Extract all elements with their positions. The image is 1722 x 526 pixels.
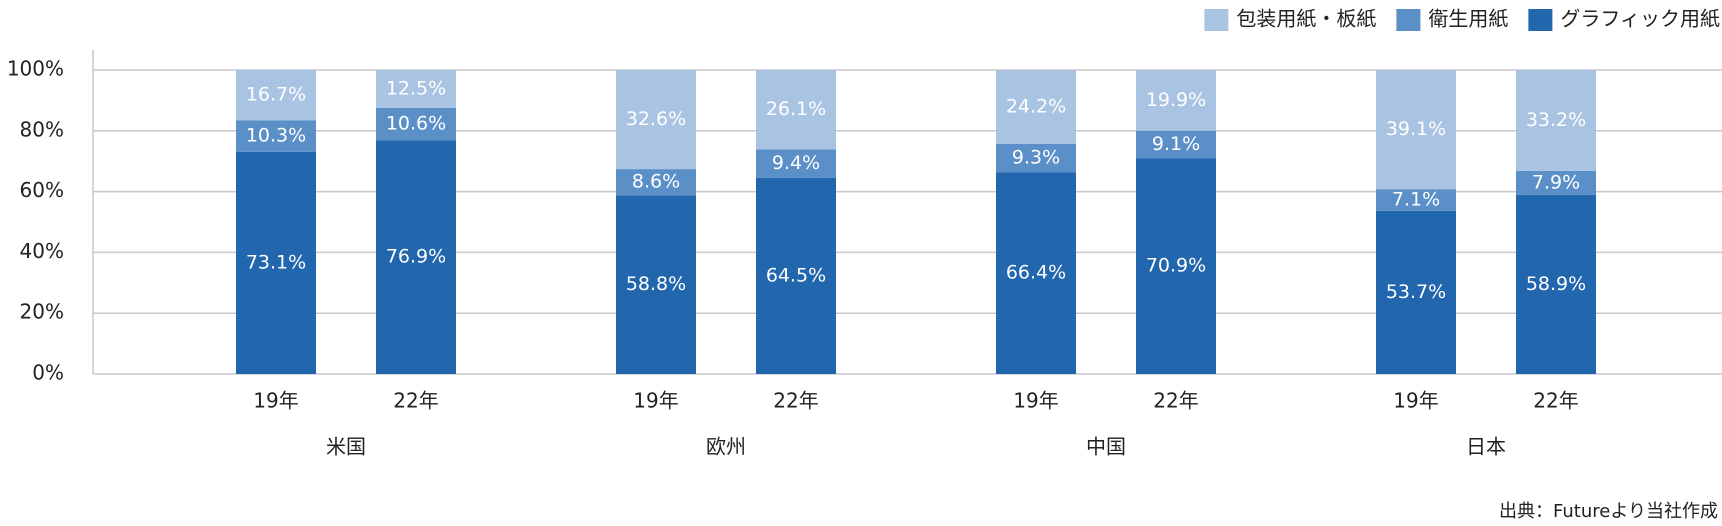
bar-segment xyxy=(1136,158,1216,374)
bar-segment xyxy=(1376,210,1456,374)
bar-segment xyxy=(236,69,316,121)
x-tick-label: 22年 xyxy=(1153,389,1198,413)
legend-label: 包装用紙・板紙 xyxy=(1236,7,1376,31)
bar-segment xyxy=(1136,70,1216,131)
x-tick-label: 22年 xyxy=(393,389,438,413)
bar-segment xyxy=(376,140,456,374)
x-tick-label: 19年 xyxy=(253,389,298,413)
bar-segment xyxy=(756,177,836,374)
bar-segment xyxy=(996,172,1076,374)
value-label: 24.2% xyxy=(1006,96,1066,118)
value-label: 32.6% xyxy=(626,108,686,130)
y-tick-label: 100% xyxy=(7,57,64,81)
bar-segment xyxy=(1376,70,1456,190)
legend-swatch xyxy=(1396,9,1421,31)
legend-label: グラフィック用紙 xyxy=(1560,7,1720,31)
value-label: 10.3% xyxy=(246,125,306,147)
value-label: 7.1% xyxy=(1392,188,1440,210)
group-label: 米国 xyxy=(326,435,366,459)
value-label: 73.1% xyxy=(246,251,306,273)
legend-swatch xyxy=(1204,9,1229,31)
value-label: 9.1% xyxy=(1152,133,1200,155)
bar-segment xyxy=(236,151,316,374)
bar-segment xyxy=(616,70,696,170)
bar-segment xyxy=(1136,130,1216,159)
value-label: 7.9% xyxy=(1532,171,1580,193)
value-label: 66.4% xyxy=(1006,262,1066,284)
legend-label: 衛生用紙 xyxy=(1428,7,1508,31)
bar-segment xyxy=(616,169,696,196)
value-label: 53.7% xyxy=(1386,281,1446,303)
group-label: 中国 xyxy=(1086,435,1126,459)
legend-swatch xyxy=(1528,9,1553,31)
value-label: 19.9% xyxy=(1146,89,1206,111)
y-tick-label: 80% xyxy=(20,117,64,141)
bar-segment xyxy=(996,143,1076,173)
bar-segment xyxy=(1516,170,1596,195)
value-label: 16.7% xyxy=(246,84,306,106)
x-tick-label: 19年 xyxy=(1393,389,1438,413)
group-label: 欧州 xyxy=(706,435,746,459)
bar-segment xyxy=(376,108,456,141)
value-label: 70.9% xyxy=(1146,255,1206,277)
bar-segment xyxy=(1376,189,1456,211)
value-label: 26.1% xyxy=(766,98,826,120)
bar-segment xyxy=(616,195,696,374)
value-label: 10.6% xyxy=(386,113,446,135)
bar-segment xyxy=(236,120,316,152)
x-tick-label: 22年 xyxy=(773,389,818,413)
x-tick-label: 19年 xyxy=(633,389,678,413)
value-label: 58.8% xyxy=(626,273,686,295)
x-tick-label: 19年 xyxy=(1013,389,1058,413)
bar-segment xyxy=(376,70,456,108)
y-tick-label: 0% xyxy=(32,361,64,385)
bar-segment xyxy=(756,70,836,150)
value-label: 33.2% xyxy=(1526,109,1586,131)
x-tick-label: 22年 xyxy=(1533,389,1578,413)
y-tick-label: 20% xyxy=(20,300,64,324)
value-label: 8.6% xyxy=(632,171,680,193)
y-tick-label: 60% xyxy=(20,178,64,202)
source-note: 出典：Futureより当社作成 xyxy=(1499,501,1718,522)
bar-segment xyxy=(1516,194,1596,374)
bar-segment xyxy=(756,149,836,178)
value-label: 64.5% xyxy=(766,264,826,286)
value-label: 76.9% xyxy=(386,246,446,268)
bar-segment xyxy=(996,70,1076,144)
value-label: 9.3% xyxy=(1012,147,1060,169)
value-label: 39.1% xyxy=(1386,118,1446,140)
y-tick-label: 40% xyxy=(20,239,64,263)
bar-segment xyxy=(1516,70,1596,171)
group-label: 日本 xyxy=(1466,435,1506,459)
value-label: 9.4% xyxy=(772,152,820,174)
value-label: 58.9% xyxy=(1526,273,1586,295)
value-label: 12.5% xyxy=(386,78,446,100)
